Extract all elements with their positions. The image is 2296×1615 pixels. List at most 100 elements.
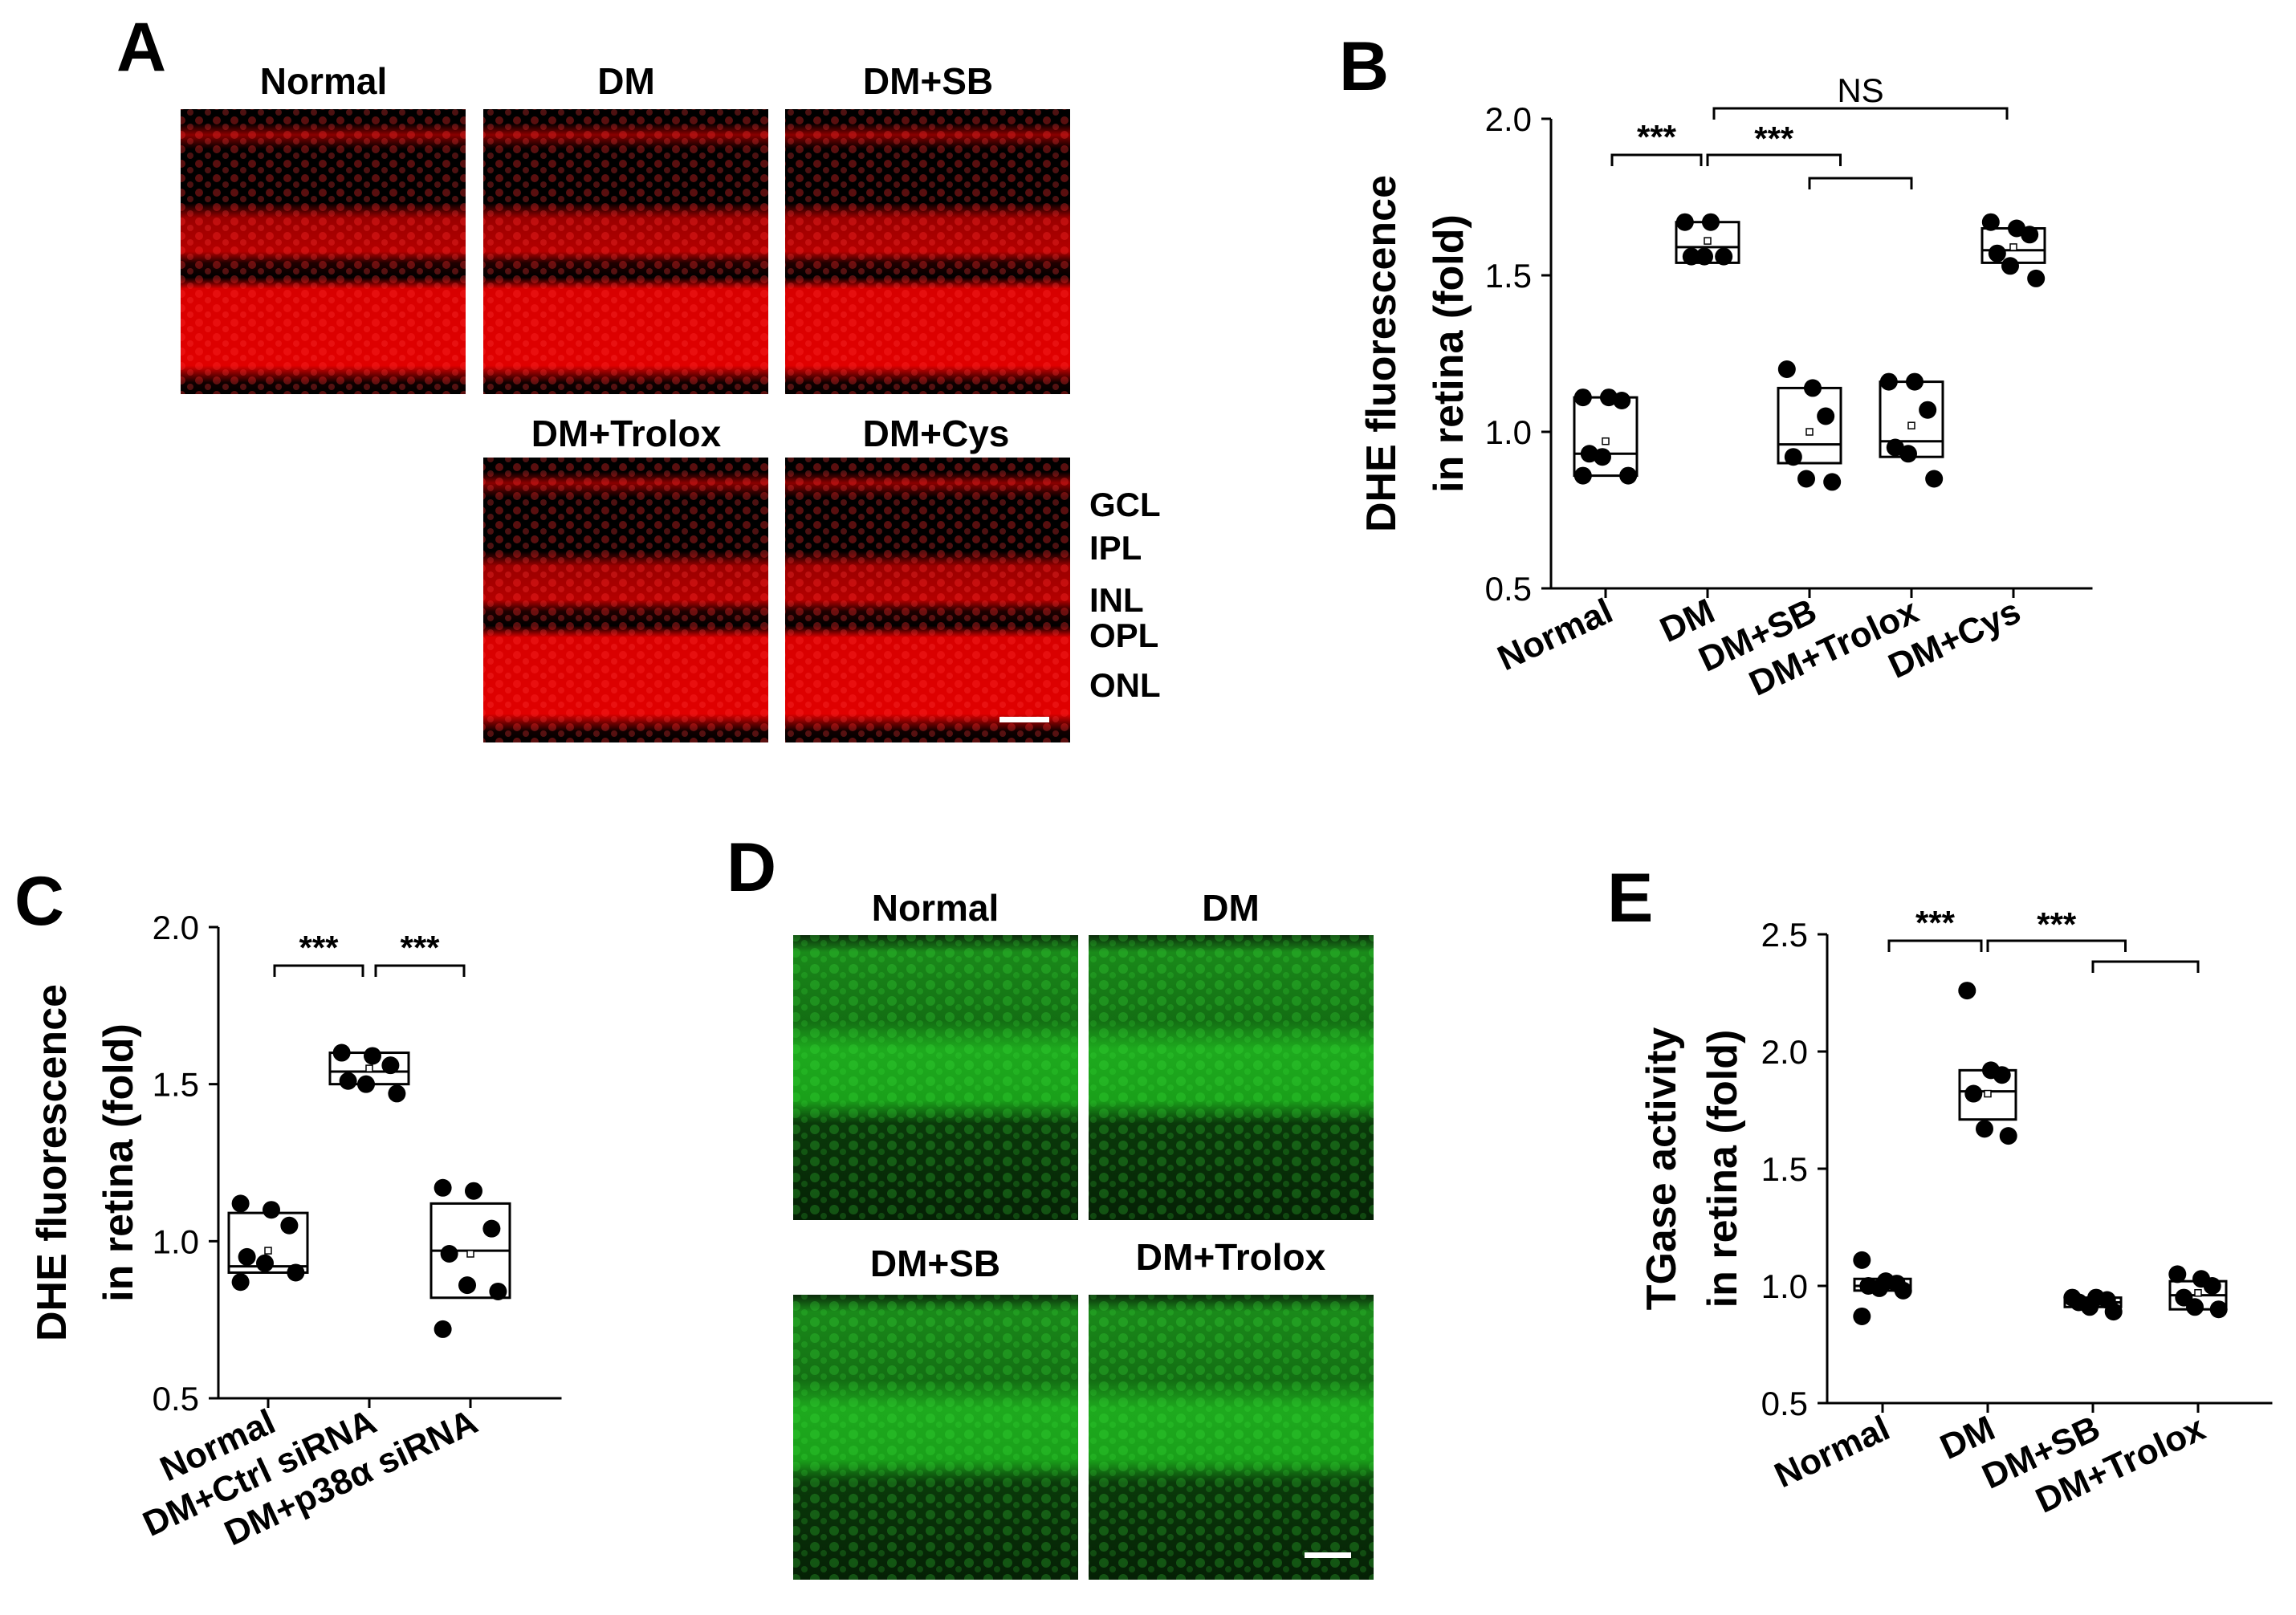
box-mean-marker bbox=[1805, 428, 1814, 436]
image-label-d-normal: Normal bbox=[872, 887, 999, 929]
image-label-d-dm-trolox: DM+Trolox bbox=[1136, 1236, 1326, 1278]
data-point bbox=[231, 1194, 250, 1213]
y-axis-label: in retina (fold) bbox=[1426, 214, 1472, 493]
data-point bbox=[357, 1075, 375, 1093]
significance-label: *** bbox=[1754, 120, 1794, 157]
significance-label: *** bbox=[1637, 118, 1677, 156]
scale-bar-a bbox=[999, 717, 1049, 722]
significance-bracket bbox=[1887, 939, 1983, 952]
data-point bbox=[238, 1247, 256, 1266]
panel-d-image-grid bbox=[793, 935, 1374, 1580]
data-point bbox=[440, 1244, 458, 1263]
y-tick-label: 0.5 bbox=[1761, 1385, 1808, 1422]
significance-bracket bbox=[1986, 939, 2127, 952]
layer-label-gcl: GCL bbox=[1089, 486, 1161, 523]
data-point bbox=[2001, 257, 2019, 275]
data-point bbox=[332, 1043, 351, 1062]
data-point bbox=[364, 1047, 381, 1065]
data-point bbox=[1899, 445, 1917, 463]
data-point bbox=[2104, 1303, 2123, 1321]
significance-label: *** bbox=[299, 929, 339, 966]
chart-b: 0.5 1.0 1.5 2.0 DHE fluorescence in retina (f… bbox=[1358, 71, 2093, 704]
data-point bbox=[2081, 1298, 2099, 1316]
micrograph-a-dm-texture bbox=[483, 109, 768, 394]
data-point bbox=[1919, 401, 1937, 419]
y-axis-label: DHE fluorescence bbox=[29, 984, 75, 1341]
image-label-normal: Normal bbox=[260, 60, 387, 102]
panel-letter-b: B bbox=[1339, 28, 1389, 105]
data-point bbox=[1964, 1084, 1983, 1103]
image-label-dm-trolox: DM+Trolox bbox=[531, 413, 722, 454]
box-mean-marker bbox=[2009, 243, 2017, 251]
significance-group-bracket bbox=[2091, 960, 2200, 973]
data-point bbox=[231, 1273, 250, 1292]
panel-letter-d: D bbox=[727, 829, 776, 906]
data-point bbox=[1784, 448, 1802, 466]
y-tick-label: 1.5 bbox=[1485, 257, 1532, 295]
data-point bbox=[280, 1216, 299, 1235]
data-point bbox=[1777, 360, 1796, 378]
significance-bracket bbox=[1706, 153, 1842, 166]
box-mean-marker bbox=[264, 1247, 272, 1255]
y-axis-label: TGase activity bbox=[1639, 1027, 1685, 1311]
image-label-dm-sb: DM+SB bbox=[863, 60, 993, 102]
box-mean-marker bbox=[2194, 1289, 2202, 1297]
y-tick-label: 2.0 bbox=[153, 909, 199, 946]
y-tick-label: 1.0 bbox=[153, 1222, 199, 1260]
chart-c: 0.5 1.0 1.5 2.0 DHE fluorescence in retina (f… bbox=[29, 909, 562, 1553]
data-point bbox=[1988, 244, 2006, 262]
y-tick-label: 2.5 bbox=[1761, 916, 1808, 954]
box-mean-marker bbox=[1602, 437, 1610, 445]
data-point bbox=[339, 1072, 357, 1090]
y-tick-label: 1.5 bbox=[1761, 1150, 1808, 1188]
data-point bbox=[1823, 473, 1842, 491]
data-point bbox=[1871, 1279, 1888, 1297]
y-tick-label: 1.0 bbox=[1485, 413, 1532, 451]
data-point bbox=[1573, 388, 1592, 407]
layer-label-opl: OPL bbox=[1089, 616, 1158, 654]
micrograph-d-dm-texture bbox=[1089, 935, 1374, 1220]
data-point bbox=[1594, 448, 1611, 466]
data-point bbox=[287, 1263, 305, 1282]
box-mean-marker bbox=[1704, 237, 1712, 245]
data-point bbox=[2186, 1298, 2204, 1316]
data-point bbox=[482, 1219, 501, 1238]
data-point bbox=[1573, 466, 1592, 485]
box-mean-marker bbox=[466, 1250, 474, 1258]
y-tick-label: 0.5 bbox=[1485, 570, 1532, 608]
micrograph-a-dm-sb-texture bbox=[785, 109, 1070, 394]
box-mean-marker bbox=[1984, 1089, 1992, 1098]
micrograph-a-dm-cys-texture bbox=[785, 458, 1070, 742]
micrograph-d-dm-sb-texture bbox=[793, 1295, 1078, 1580]
micrograph-a-dm-trolox-texture bbox=[483, 458, 768, 742]
data-point bbox=[1702, 213, 1720, 231]
layer-label-inl: INL bbox=[1089, 581, 1144, 619]
micrograph-d-normal-texture bbox=[793, 935, 1078, 1220]
data-point bbox=[256, 1254, 274, 1272]
significance-label: *** bbox=[1915, 904, 1956, 942]
image-label-dm-cys: DM+Cys bbox=[863, 413, 1010, 454]
significance-bracket bbox=[374, 964, 466, 977]
data-point bbox=[1879, 372, 1898, 391]
data-point bbox=[465, 1182, 482, 1200]
box-mean-marker bbox=[365, 1064, 373, 1072]
data-point bbox=[458, 1276, 476, 1295]
data-point bbox=[1993, 1066, 2011, 1084]
data-point bbox=[2168, 1265, 2187, 1283]
data-point bbox=[263, 1201, 280, 1219]
significance-label: *** bbox=[400, 929, 440, 966]
data-point bbox=[1925, 470, 1944, 488]
data-point bbox=[1894, 1281, 1912, 1300]
data-point bbox=[2209, 1300, 2228, 1319]
data-point bbox=[1976, 1120, 1993, 1138]
y-tick-label: 2.0 bbox=[1485, 100, 1532, 138]
image-label-dm: DM bbox=[597, 60, 655, 102]
chart-e: 0.5 1.0 1.5 2.0 2.5 TGase activity in retina (… bbox=[1639, 904, 2273, 1521]
layer-label-onl: ONL bbox=[1089, 666, 1161, 704]
image-label-d-dm-sb: DM+SB bbox=[870, 1243, 1000, 1284]
data-point bbox=[434, 1320, 452, 1338]
data-point bbox=[1613, 392, 1631, 409]
data-point bbox=[1682, 247, 1700, 266]
data-point bbox=[1853, 1251, 1871, 1269]
